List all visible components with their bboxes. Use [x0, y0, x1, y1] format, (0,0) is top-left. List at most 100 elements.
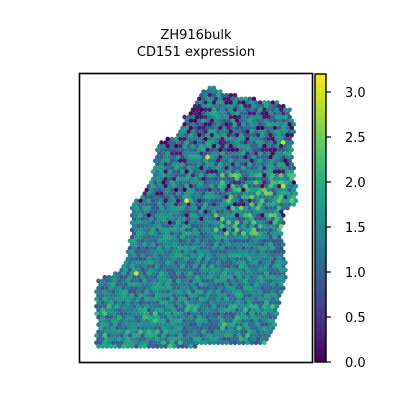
spot — [257, 122, 263, 127]
spot — [113, 307, 118, 313]
spot — [260, 227, 265, 233]
spot — [152, 253, 158, 258]
spot — [243, 227, 248, 233]
spot — [268, 154, 274, 160]
spot — [159, 176, 164, 182]
spot — [281, 205, 286, 211]
spot — [188, 242, 194, 247]
spot — [203, 129, 208, 134]
spot — [167, 315, 173, 320]
spot — [243, 147, 248, 153]
spot — [220, 93, 225, 98]
spot — [155, 315, 160, 320]
spot — [117, 315, 122, 320]
colorbar-tick-label: 0.5 — [345, 311, 366, 326]
spot — [247, 300, 252, 306]
spot — [192, 234, 198, 240]
spot — [188, 111, 194, 116]
spot — [138, 220, 143, 225]
spot — [272, 249, 278, 255]
spot — [249, 340, 255, 346]
spot — [161, 158, 166, 164]
spot — [255, 227, 261, 233]
spot — [239, 176, 244, 182]
spot — [270, 318, 276, 324]
spot — [232, 289, 238, 295]
spot — [228, 340, 234, 346]
spot — [197, 285, 202, 291]
spot — [255, 329, 261, 335]
spot — [131, 209, 137, 215]
spot — [180, 256, 185, 262]
spot — [245, 260, 250, 266]
spot — [190, 260, 196, 266]
spot — [134, 227, 139, 233]
spot — [220, 107, 225, 113]
spot — [169, 325, 175, 331]
spot — [207, 85, 213, 91]
spot — [241, 194, 246, 200]
spot — [278, 245, 284, 251]
spot — [171, 322, 177, 327]
spot — [224, 143, 229, 149]
spot — [115, 304, 120, 309]
spot — [167, 169, 173, 174]
spot — [188, 176, 194, 182]
spot — [232, 260, 238, 266]
spot — [266, 122, 271, 127]
spot — [211, 253, 217, 258]
spot — [201, 176, 206, 182]
spot — [262, 333, 267, 338]
spot — [215, 325, 221, 331]
spot — [165, 224, 171, 229]
spot — [209, 169, 215, 174]
spot — [262, 194, 267, 200]
spot — [119, 282, 124, 287]
spot — [245, 151, 250, 156]
spot — [213, 111, 219, 116]
spot — [215, 253, 221, 258]
spot — [264, 147, 269, 153]
spot — [144, 231, 150, 236]
spot — [249, 173, 255, 178]
spot — [228, 333, 234, 338]
spot — [232, 100, 238, 105]
spot — [178, 180, 183, 185]
spot — [171, 271, 177, 276]
spot — [213, 184, 219, 189]
spot — [148, 224, 154, 229]
spot — [106, 289, 112, 295]
spot — [230, 103, 236, 109]
spot — [201, 140, 206, 145]
spot — [222, 147, 227, 153]
spot — [220, 340, 225, 346]
spot — [152, 231, 158, 236]
spot — [220, 311, 225, 317]
spot — [253, 173, 259, 178]
spot — [203, 158, 208, 164]
spot — [209, 191, 215, 196]
spot — [199, 187, 204, 193]
spot — [249, 267, 255, 273]
spot — [123, 282, 129, 287]
spot — [173, 173, 179, 178]
spot — [236, 260, 242, 266]
spot — [218, 329, 223, 335]
spot — [222, 293, 227, 298]
spot — [241, 282, 246, 287]
spot — [146, 256, 152, 262]
spot — [138, 264, 143, 269]
spot — [243, 307, 248, 313]
spot — [218, 285, 223, 291]
spot — [197, 154, 202, 160]
spot — [138, 336, 143, 342]
spot — [211, 158, 217, 164]
spot — [186, 318, 192, 324]
spot — [262, 304, 267, 309]
spot — [245, 296, 250, 302]
spot — [215, 304, 221, 309]
spot — [260, 125, 265, 131]
spot — [226, 271, 231, 276]
spot — [180, 307, 185, 313]
spot — [243, 184, 248, 189]
